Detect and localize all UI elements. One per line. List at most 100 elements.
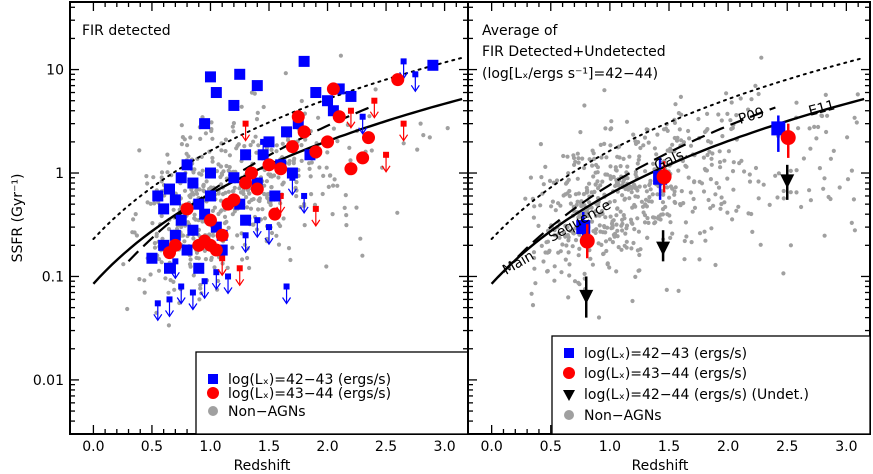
right-panel-title-line-1: Average of xyxy=(482,23,559,39)
non-agn-point xyxy=(552,278,557,283)
non-agn-point xyxy=(603,239,609,244)
non-agn-point xyxy=(550,199,556,204)
non-agn-point xyxy=(627,196,632,201)
non-agn-point xyxy=(330,212,335,217)
non-agn-point xyxy=(572,162,577,167)
non-agn-point xyxy=(587,157,592,162)
non-agn-point xyxy=(232,209,237,214)
non-agn-point xyxy=(239,104,244,109)
non-agn-point xyxy=(697,257,702,262)
non-agn-point xyxy=(701,155,707,160)
non-agn-point xyxy=(242,144,247,149)
non-agn-point xyxy=(571,231,577,236)
non-agn-point xyxy=(608,176,613,181)
non-agn-point xyxy=(845,177,851,182)
non-agn-point xyxy=(612,233,617,239)
curve-label-main: Main xyxy=(500,248,537,279)
non-agn-point xyxy=(635,161,640,166)
non-agn-point xyxy=(825,113,830,118)
non-agn-point xyxy=(661,127,667,132)
red-circle-point xyxy=(391,73,405,87)
blue-square-point xyxy=(234,198,246,210)
non-agn-point xyxy=(602,141,607,146)
non-agn-point xyxy=(262,191,267,197)
non-agn-point xyxy=(251,139,256,144)
blue-square-point xyxy=(199,208,211,220)
blue-square-point xyxy=(187,224,199,236)
non-agn-point xyxy=(133,212,138,217)
non-agn-point xyxy=(125,306,130,312)
non-agn-point xyxy=(532,255,537,261)
non-agn-point xyxy=(831,148,836,153)
red-circle-point xyxy=(239,176,253,190)
blue-square-point xyxy=(281,126,293,138)
non-agn-point xyxy=(587,181,592,186)
non-agn-point xyxy=(854,120,859,125)
non-agn-point xyxy=(653,220,658,225)
non-agn-point xyxy=(590,262,596,267)
non-agn-point xyxy=(184,151,189,156)
non-agn-point xyxy=(610,240,616,245)
non-agn-point xyxy=(788,190,793,195)
non-agn-point xyxy=(730,125,735,131)
non-agn-point xyxy=(189,187,194,192)
red-circle-point xyxy=(274,162,288,176)
non-agn-point xyxy=(665,185,670,190)
non-agn-point xyxy=(722,158,727,163)
non-agn-point xyxy=(679,112,684,117)
non-agn-point xyxy=(321,173,326,178)
non-agn-point xyxy=(219,148,224,153)
non-agn-point xyxy=(724,91,729,96)
non-agn-point xyxy=(756,91,761,97)
non-agn-point xyxy=(678,94,684,99)
non-agn-point xyxy=(148,201,153,206)
non-agn-point xyxy=(401,141,406,146)
non-agn-point xyxy=(212,265,217,270)
y-tick-label: 10 xyxy=(46,63,64,79)
non-agn-point xyxy=(256,143,261,148)
non-agn-point xyxy=(673,102,678,107)
non-agn-point xyxy=(538,142,544,147)
non-agn-point xyxy=(226,225,231,230)
non-agn-point xyxy=(191,192,196,197)
non-agn-point xyxy=(274,143,279,148)
upper-limit-arrow-head xyxy=(170,272,180,280)
non-agn-point xyxy=(682,238,687,244)
non-agn-point xyxy=(566,177,571,182)
non-agn-point xyxy=(713,192,718,197)
red-circle-point xyxy=(362,131,375,145)
upper-limit-arrow-head xyxy=(217,268,227,277)
non-agn-point xyxy=(415,147,420,152)
red-circle-point xyxy=(163,246,176,260)
non-agn-point xyxy=(280,182,285,187)
non-agn-point xyxy=(629,220,634,225)
non-agn-point xyxy=(598,229,603,234)
non-agn-point xyxy=(650,192,655,197)
non-agn-point xyxy=(156,268,162,273)
non-agn-point xyxy=(216,278,221,284)
non-agn-point xyxy=(197,187,202,192)
non-agn-point xyxy=(677,127,682,132)
non-agn-point xyxy=(200,219,205,224)
non-agn-point xyxy=(702,229,707,234)
non-agn-point xyxy=(172,287,177,292)
non-agn-point xyxy=(210,136,215,141)
non-agn-point xyxy=(560,242,565,247)
non-agn-point xyxy=(660,200,666,205)
non-agn-point xyxy=(593,213,599,219)
non-agn-point xyxy=(636,268,641,273)
non-agn-point xyxy=(837,185,842,190)
non-agn-point xyxy=(196,256,201,261)
non-agn-point xyxy=(276,242,282,247)
non-agn-point xyxy=(734,208,739,213)
non-agn-point xyxy=(327,173,333,178)
non-agn-point xyxy=(255,110,260,115)
upper-limit-arrow-head xyxy=(176,297,186,305)
non-agn-point xyxy=(159,170,165,175)
non-agn-point xyxy=(317,165,322,170)
non-agn-point xyxy=(547,178,553,183)
non-agn-point xyxy=(331,126,336,131)
blue-square-point xyxy=(228,99,240,111)
x-tick-label: 3.0 xyxy=(433,439,455,455)
non-agn-point xyxy=(655,215,660,221)
